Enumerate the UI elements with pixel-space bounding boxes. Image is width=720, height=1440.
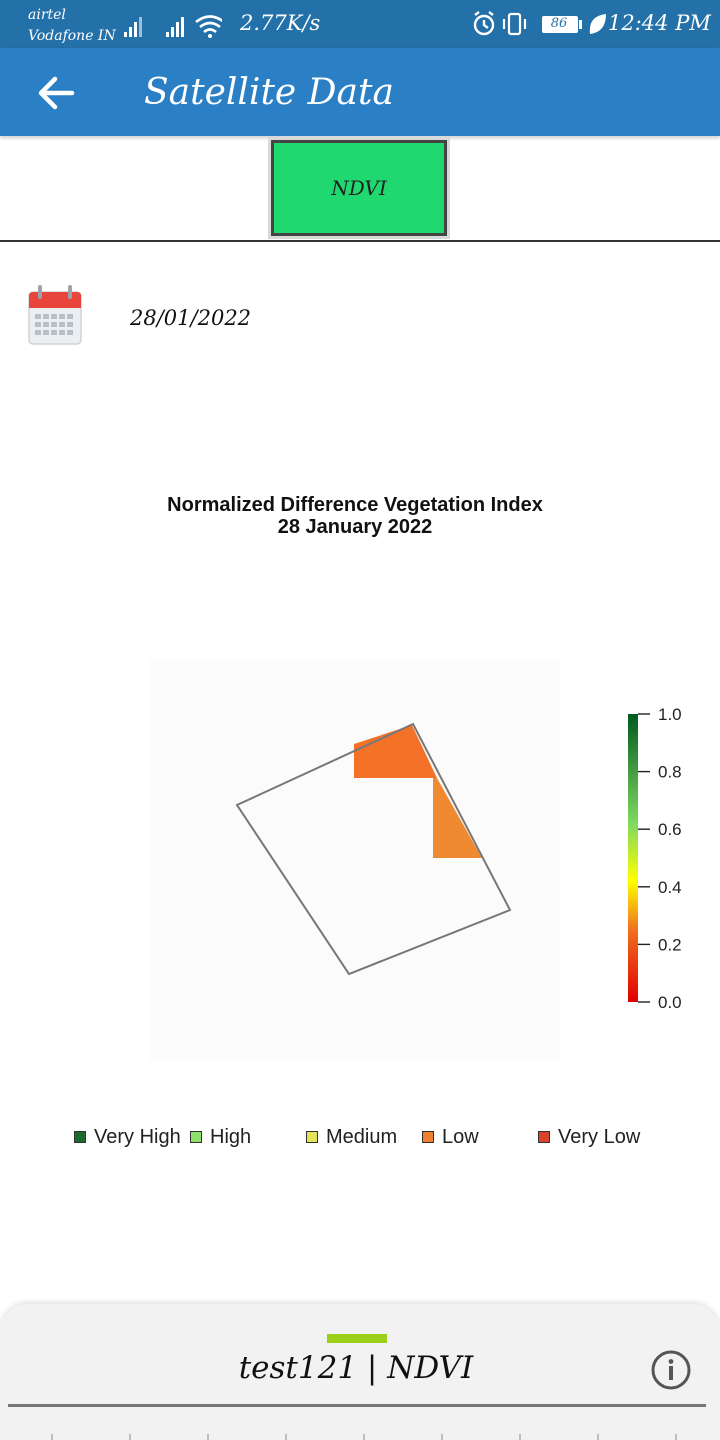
legend-swatch bbox=[306, 1131, 318, 1143]
legend-label: High bbox=[210, 1125, 252, 1148]
alarm-icon bbox=[473, 11, 495, 36]
leaf-icon bbox=[589, 14, 606, 34]
chart-title-block: Normalized Difference Vegetation Index 2… bbox=[0, 494, 710, 538]
colorbar: 1.0 0.8 0.6 0.4 0.2 0.0 bbox=[628, 705, 682, 1012]
colorbar-tick-label: 0.4 bbox=[658, 878, 682, 897]
sheet-divider bbox=[8, 1404, 706, 1407]
ndvi-map bbox=[150, 660, 560, 1060]
battery-level: 86 bbox=[550, 16, 568, 31]
ndvi-cell-low bbox=[433, 778, 482, 858]
bottom-sheet: test121 | NDVI bbox=[0, 1304, 720, 1440]
colorbar-tick-label: 0.8 bbox=[658, 763, 682, 782]
sheet-drag-handle[interactable] bbox=[327, 1334, 387, 1343]
chart-subtitle: 28 January 2022 bbox=[277, 516, 433, 538]
tab-strip: NDVI bbox=[0, 136, 720, 242]
arrow-left-icon[interactable] bbox=[30, 70, 80, 116]
signal-icon bbox=[124, 15, 222, 38]
carrier-secondary: Vodafone IN bbox=[28, 28, 116, 44]
legend-item-very-high: Very High bbox=[74, 1124, 181, 1150]
legend-swatch bbox=[74, 1131, 86, 1143]
status-time: 12:44 PM bbox=[608, 11, 711, 35]
sheet-title: test121 | NDVI bbox=[238, 1350, 474, 1386]
legend-label: Very Low bbox=[558, 1125, 641, 1148]
tab-ndvi[interactable]: NDVI bbox=[271, 140, 447, 236]
legend-item-low: Low bbox=[422, 1124, 479, 1150]
legend-swatch bbox=[422, 1131, 434, 1143]
network-speed: 2.77K/s bbox=[240, 11, 321, 35]
chart-legend: Very High High Medium Low Very Low bbox=[0, 1124, 720, 1154]
app-bar: Satellite Data bbox=[0, 48, 720, 136]
legend-label: Low bbox=[442, 1125, 479, 1148]
status-icons bbox=[473, 11, 606, 36]
legend-item-high: High bbox=[190, 1124, 251, 1150]
map-background bbox=[150, 660, 560, 1060]
colorbar-tick-label: 0.0 bbox=[658, 993, 682, 1012]
colorbar-gradient bbox=[628, 714, 638, 1002]
carrier-primary: airtel bbox=[28, 7, 66, 23]
vibrate-icon bbox=[502, 12, 527, 36]
colorbar-tick-label: 0.2 bbox=[658, 935, 682, 954]
page-title: Satellite Data bbox=[144, 72, 394, 113]
calendar-icon[interactable] bbox=[28, 284, 82, 346]
status-bar: airtel Vodafone IN 2.77K/s bbox=[0, 0, 720, 48]
battery-icon bbox=[542, 16, 582, 33]
legend-item-very-low: Very Low bbox=[538, 1124, 640, 1150]
colorbar-tick-label: 1.0 bbox=[658, 705, 682, 724]
legend-swatch bbox=[190, 1131, 202, 1143]
carrier-names: airtel Vodafone IN bbox=[28, 5, 116, 47]
colorbar-tick-label: 0.6 bbox=[658, 820, 682, 839]
selected-date[interactable]: 28/01/2022 bbox=[130, 306, 252, 330]
legend-label: Medium bbox=[326, 1125, 398, 1148]
chart-title: Normalized Difference Vegetation Index bbox=[167, 494, 543, 516]
field-boundary bbox=[235, 722, 512, 976]
sheet-scale-ticks bbox=[51, 1434, 677, 1440]
legend-swatch bbox=[538, 1131, 550, 1143]
legend-item-medium: Medium bbox=[306, 1124, 397, 1150]
info-icon[interactable] bbox=[650, 1349, 692, 1391]
ndvi-cell-low bbox=[354, 725, 437, 778]
legend-label: Very High bbox=[94, 1125, 181, 1148]
wifi-icon bbox=[195, 15, 222, 34]
